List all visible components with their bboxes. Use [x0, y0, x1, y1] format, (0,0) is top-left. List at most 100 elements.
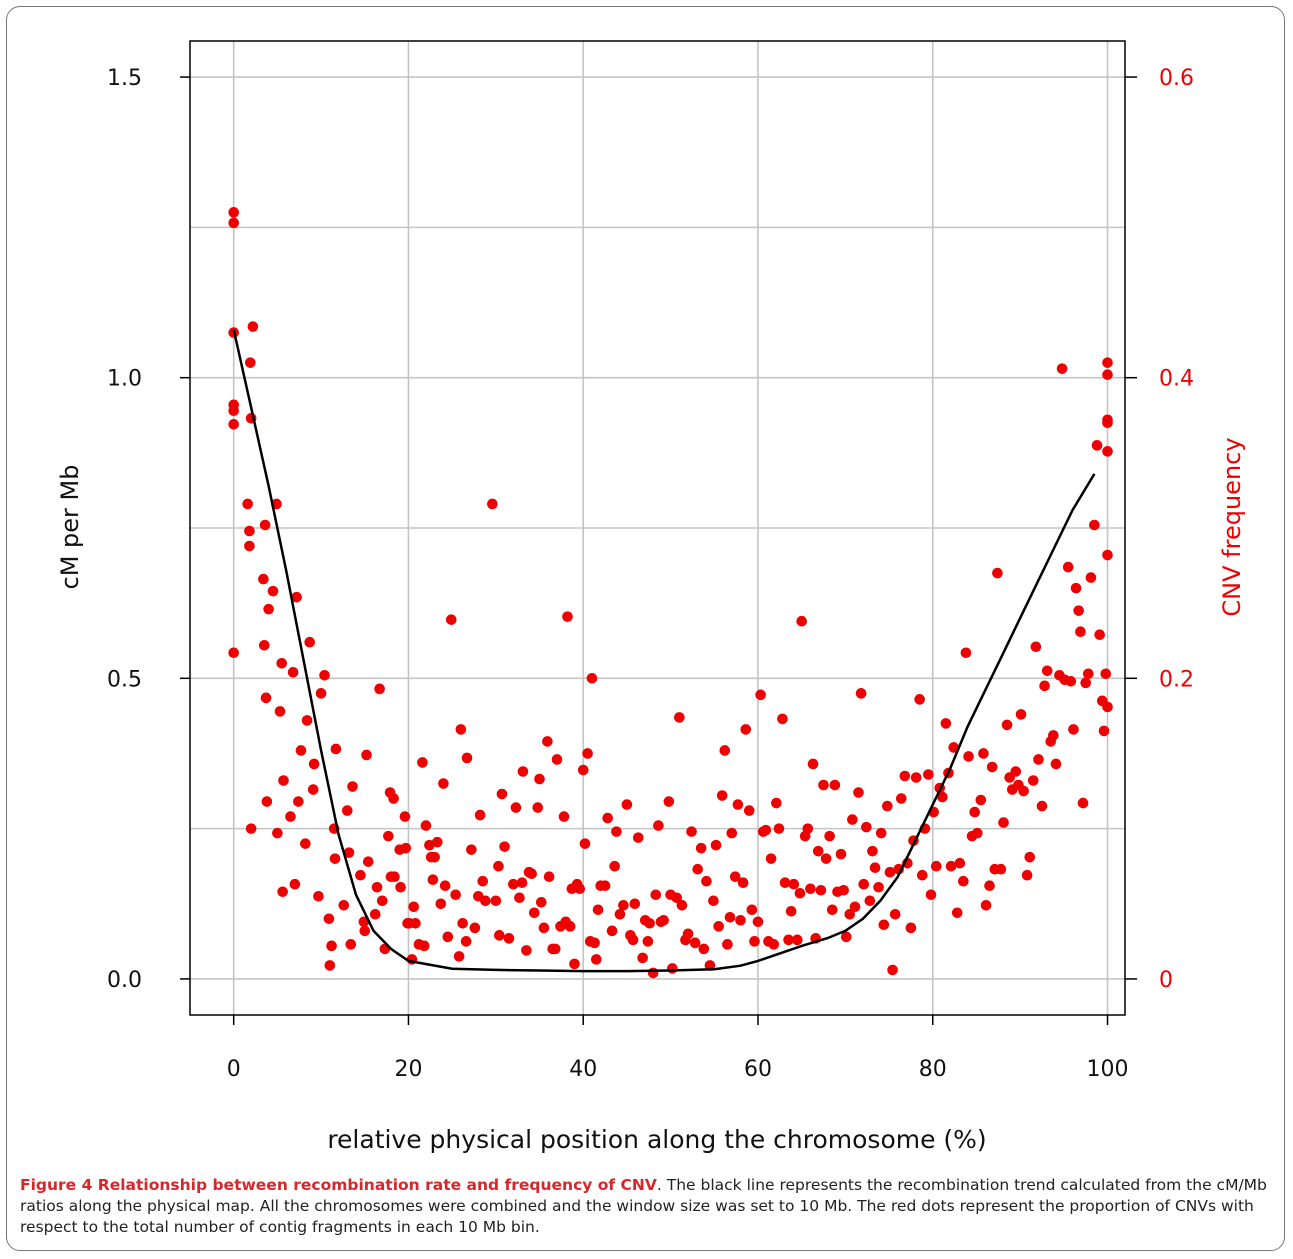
cnv-point	[692, 863, 703, 875]
cnv-point	[686, 826, 697, 837]
cnv-point	[779, 877, 791, 889]
figure-caption: Figure 4 Relationship between recombinat…	[20, 1175, 1272, 1238]
cnv-point	[653, 820, 664, 831]
cnv-point	[820, 853, 832, 864]
cnv-point	[438, 778, 449, 789]
cnv-point	[274, 706, 286, 717]
cnv-point	[323, 913, 335, 925]
cnv-points	[228, 207, 1113, 979]
y-left-tick-label: 1.0	[107, 367, 142, 392]
cnv-point	[815, 884, 827, 896]
cnv-point	[319, 670, 330, 681]
cnv-point	[1102, 414, 1113, 426]
cnv-point	[586, 673, 598, 684]
cnv-point	[376, 895, 388, 907]
cnv-point	[948, 742, 960, 753]
cnv-point	[1001, 719, 1013, 731]
cnv-point	[867, 845, 878, 857]
cnv-point	[562, 611, 573, 622]
y-axis-right-label: CNV frequency	[1218, 437, 1246, 616]
cnv-point	[469, 922, 481, 934]
cnv-point	[1027, 775, 1039, 786]
cnv-point	[1021, 869, 1033, 881]
cnv-point	[490, 895, 502, 907]
cnv-point	[698, 943, 710, 955]
cnv-point	[878, 919, 890, 931]
cnv-point	[277, 886, 288, 898]
cnv-point	[244, 357, 256, 368]
cnv-point	[508, 878, 519, 890]
cnv-point	[632, 832, 644, 843]
cnv-point	[853, 787, 864, 798]
cnv-point	[749, 936, 760, 947]
cnv-point	[627, 934, 639, 946]
cnv-point	[1010, 766, 1022, 777]
cnv-point	[995, 863, 1007, 875]
cnv-point	[650, 889, 662, 901]
cnv-point	[450, 889, 461, 901]
cnv-point	[455, 724, 467, 735]
cnv-point	[528, 907, 540, 919]
cnv-point	[826, 904, 838, 916]
cnv-point	[551, 754, 563, 765]
cnv-point	[667, 963, 678, 974]
cnv-point	[260, 692, 272, 704]
cnv-point	[521, 945, 532, 956]
cnv-point	[768, 939, 780, 950]
cnv-point	[840, 931, 852, 943]
cnv-point	[716, 790, 728, 801]
cnv-point	[410, 918, 421, 929]
cnv-point	[858, 878, 870, 890]
cnv-point	[263, 603, 274, 615]
cnv-point	[708, 895, 719, 907]
cnv-point	[765, 853, 777, 864]
cnv-point	[534, 773, 545, 785]
cnv-point	[777, 713, 788, 725]
cnv-point	[517, 766, 529, 777]
cnv-point	[752, 916, 764, 928]
cnv-point	[499, 841, 510, 852]
cnv-point	[549, 943, 561, 955]
cnv-point	[295, 745, 307, 756]
cnv-point	[278, 775, 289, 786]
cnv-point	[695, 842, 707, 854]
cnv-point	[1018, 785, 1029, 797]
cnv-point	[542, 736, 553, 747]
cnv-point	[400, 842, 412, 854]
y-axis-left-label: cM per Mb	[56, 465, 84, 590]
cnv-point	[374, 683, 385, 695]
cnv-point	[937, 791, 948, 803]
cnv-point	[869, 862, 881, 873]
cnv-point	[582, 748, 593, 759]
cnv-point	[228, 418, 239, 430]
cnv-point	[1056, 363, 1068, 374]
cnv-point	[543, 871, 555, 883]
cnv-point	[313, 890, 324, 902]
cnv-point	[930, 860, 942, 872]
cnv-point	[477, 875, 489, 887]
cnv-point	[371, 881, 383, 893]
cnv-point	[884, 866, 896, 878]
cnv-point	[388, 793, 399, 804]
cnv-point	[674, 712, 685, 723]
cnv-point	[992, 567, 1003, 579]
cnv-point	[324, 960, 336, 971]
cnv-point	[289, 878, 301, 890]
cnv-point	[855, 688, 867, 699]
y-right-tick-label: 0.6	[1159, 66, 1194, 91]
x-tick-label: 80	[919, 1057, 947, 1082]
cnv-point	[369, 908, 381, 920]
cnv-point	[244, 540, 255, 552]
x-tick-label: 20	[394, 1057, 422, 1082]
cnv-point	[1102, 549, 1113, 561]
cnv-point	[330, 743, 342, 755]
cnv-point	[258, 573, 269, 585]
cnv-point	[1065, 676, 1077, 687]
cnv-point	[689, 937, 701, 949]
cnv-point	[875, 827, 887, 839]
cnv-point	[359, 925, 371, 937]
cnv-point	[285, 811, 296, 822]
cnv-point	[722, 939, 733, 950]
cnv-point	[494, 930, 505, 941]
cnv-point	[958, 875, 969, 887]
